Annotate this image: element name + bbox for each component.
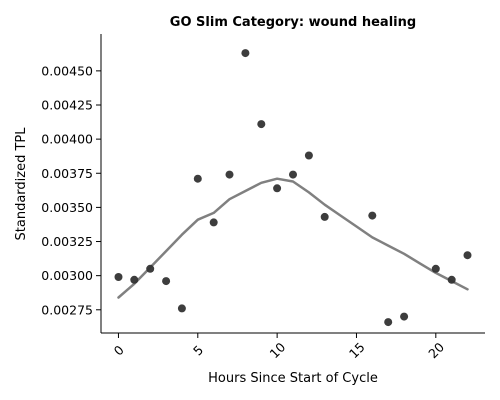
points-layer	[114, 49, 472, 327]
data-point	[320, 212, 329, 221]
x-axis-title: Hours Since Start of Cycle	[208, 371, 378, 386]
x-tick-label: 0	[111, 342, 127, 358]
y-tick-label: 0.00425	[41, 97, 93, 112]
x-tick-label: 15	[346, 339, 368, 361]
data-point	[289, 170, 297, 179]
data-point	[257, 120, 266, 129]
data-point	[273, 184, 282, 193]
data-point	[384, 318, 393, 327]
y-tick-label: 0.00375	[41, 166, 93, 181]
x-tick-label: 20	[425, 339, 447, 361]
y-tick-label: 0.00350	[41, 200, 93, 215]
data-point	[431, 264, 440, 273]
y-tick-label: 0.00400	[41, 132, 93, 147]
data-point	[162, 277, 171, 286]
y-axis-title: Standardized TPL	[14, 127, 29, 241]
data-point	[400, 312, 409, 321]
data-point	[177, 304, 186, 313]
axes: 0 5 10 15 20 0.00275 0.00300 0.00325 0.00350 0.00…	[41, 34, 485, 361]
x-tick-label: 10	[267, 339, 289, 361]
data-point	[447, 275, 456, 284]
trend-line	[117, 177, 469, 299]
data-point	[463, 251, 472, 260]
data-point	[114, 273, 123, 281]
data-point	[130, 275, 139, 284]
data-point	[146, 264, 155, 273]
chart-title: GO Slim Category: wound healing	[170, 15, 416, 30]
data-point	[225, 170, 234, 179]
data-point	[368, 211, 377, 220]
y-tick-label: 0.00300	[41, 268, 93, 283]
y-tick-label: 0.00325	[41, 234, 93, 249]
data-point	[304, 151, 313, 160]
x-tick-label: 5	[190, 342, 206, 358]
data-point	[193, 174, 202, 183]
data-point	[209, 218, 218, 227]
data-point	[241, 49, 250, 58]
y-tick-label: 0.00275	[41, 302, 93, 317]
y-tick-label: 0.00450	[41, 63, 93, 78]
trend-layer	[117, 177, 469, 299]
